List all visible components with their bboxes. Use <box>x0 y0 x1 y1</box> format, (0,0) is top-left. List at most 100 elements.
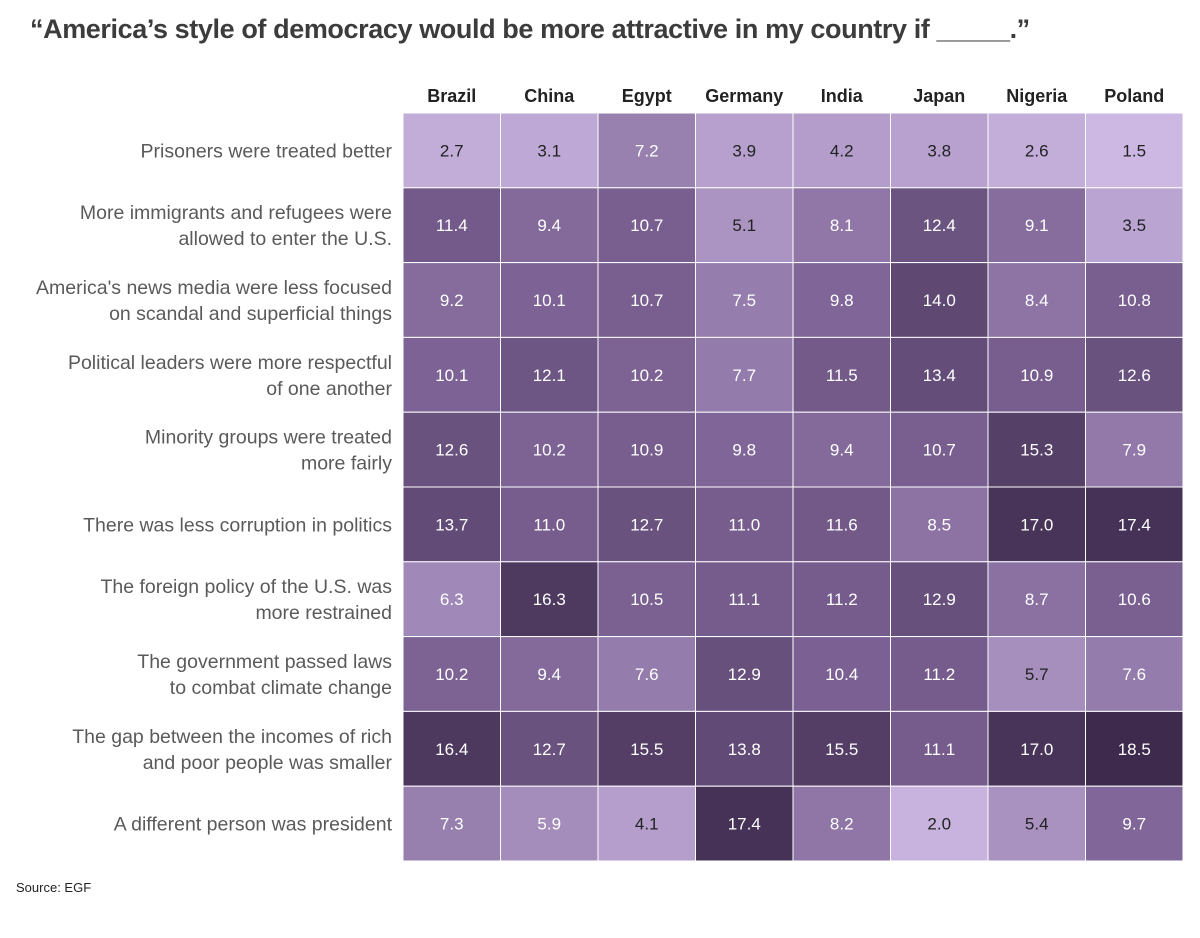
cell-value: 13.7 <box>435 515 468 534</box>
row-label: More immigrants and refugees were allowed… <box>80 202 392 250</box>
cell-value: 7.9 <box>1122 441 1146 460</box>
heatmap-cell <box>695 262 794 338</box>
cell-value: 10.9 <box>1020 366 1053 385</box>
cell-value: 11.0 <box>533 515 565 534</box>
heatmap-cell <box>792 785 891 862</box>
cell-value: 9.1 <box>1025 216 1049 235</box>
cell-value: 2.6 <box>1025 141 1049 160</box>
heatmap-cell <box>597 262 696 338</box>
cell-value: 12.1 <box>533 366 566 385</box>
heatmap-cell <box>695 187 794 264</box>
cell-value: 12.6 <box>435 441 468 460</box>
cell-value: 13.8 <box>728 740 761 759</box>
column-label: Brazil <box>427 86 476 106</box>
cell-value: 14.0 <box>923 291 956 310</box>
heatmap-cell <box>792 187 891 264</box>
cell-value: 15.5 <box>825 740 858 759</box>
cell-value: 7.6 <box>1122 665 1146 684</box>
heatmap-cell <box>500 785 599 862</box>
cell-value: 10.7 <box>923 441 956 460</box>
column-label: Egypt <box>622 86 672 106</box>
heatmap-cell <box>695 636 794 712</box>
heatmap-cell <box>890 636 989 712</box>
heatmap-cell <box>890 486 989 563</box>
heatmap-cell <box>402 187 501 264</box>
cell-value: 4.1 <box>635 815 659 834</box>
heatmap-cell <box>890 561 989 638</box>
cell-value: 5.4 <box>1025 815 1049 834</box>
cell-value: 15.5 <box>630 740 663 759</box>
cell-value: 7.7 <box>732 366 756 385</box>
heatmap-cell <box>890 336 989 413</box>
cell-value: 11.4 <box>436 216 468 235</box>
cell-value: 7.5 <box>732 291 756 310</box>
row-label: There was less corruption in politics <box>83 514 392 536</box>
cell-value: 12.9 <box>728 665 761 684</box>
heatmap-cell <box>695 710 794 787</box>
cell-value: 10.2 <box>533 441 566 460</box>
heatmap-cell <box>402 785 501 862</box>
heatmap-cell <box>695 411 794 488</box>
heatmap-cell <box>402 336 501 413</box>
heatmap-cell <box>500 336 599 413</box>
heatmap-cell <box>890 411 989 488</box>
row-label: Political leaders were more respectful of… <box>68 352 393 400</box>
cell-value: 10.8 <box>1118 291 1151 310</box>
cell-value: 5.7 <box>1025 665 1049 684</box>
cell-value: 11.6 <box>826 515 858 534</box>
row-label: America's news media were less focused on… <box>36 277 392 325</box>
heatmap-cell <box>987 336 1086 413</box>
cell-value: 11.2 <box>826 590 858 609</box>
cell-value: 9.8 <box>732 441 756 460</box>
cell-value: 11.0 <box>728 515 760 534</box>
cell-value: 10.4 <box>825 665 858 684</box>
heatmap-cell <box>1085 561 1184 638</box>
column-label: Germany <box>705 86 783 106</box>
cell-value: 8.1 <box>830 216 854 235</box>
cell-value: 10.9 <box>630 441 663 460</box>
cell-value: 15.3 <box>1020 441 1053 460</box>
heatmap-cell <box>987 561 1086 638</box>
cell-value: 9.7 <box>1122 815 1146 834</box>
heatmap-cell <box>792 262 891 338</box>
cell-value: 10.1 <box>533 291 566 310</box>
cell-value: 17.4 <box>728 815 761 834</box>
heatmap-cell <box>987 262 1086 338</box>
cell-value: 5.9 <box>537 815 561 834</box>
heatmap-cell <box>1085 710 1184 787</box>
heatmap-cell <box>890 262 989 338</box>
heatmap-cell <box>1085 486 1184 563</box>
cell-value: 9.2 <box>440 291 464 310</box>
heatmap-cell <box>987 411 1086 488</box>
heatmap-cell <box>987 112 1086 189</box>
cell-value: 8.7 <box>1025 590 1049 609</box>
cell-value: 1.5 <box>1122 141 1146 160</box>
source-note: Source: EGF <box>16 880 92 895</box>
heatmap-cell <box>597 411 696 488</box>
cell-value: 17.4 <box>1118 515 1151 534</box>
cell-value: 6.3 <box>440 590 464 609</box>
heatmap-cell <box>597 710 696 787</box>
cell-value: 13.4 <box>923 366 956 385</box>
cell-value: 2.7 <box>440 141 464 160</box>
cell-value: 11.1 <box>728 590 760 609</box>
heatmap-cell <box>1085 112 1184 189</box>
heatmap-cell <box>987 785 1086 862</box>
heatmap-cell <box>987 636 1086 712</box>
heatmap-cell <box>1085 411 1184 488</box>
cell-value: 10.7 <box>630 216 663 235</box>
cell-value: 7.6 <box>635 665 659 684</box>
cell-value: 3.9 <box>732 141 756 160</box>
cell-value: 10.7 <box>630 291 663 310</box>
chart-title: “America’s style of democracy would be m… <box>30 14 1030 44</box>
cell-value: 8.5 <box>927 515 951 534</box>
cell-value: 17.0 <box>1020 740 1053 759</box>
heatmap-cell <box>792 486 891 563</box>
column-label: China <box>524 86 575 106</box>
cell-value: 7.3 <box>440 815 464 834</box>
heatmap-cell <box>890 187 989 264</box>
heatmap-cell <box>1085 187 1184 264</box>
heatmap-cell <box>695 486 794 563</box>
cell-value: 11.5 <box>826 366 858 385</box>
